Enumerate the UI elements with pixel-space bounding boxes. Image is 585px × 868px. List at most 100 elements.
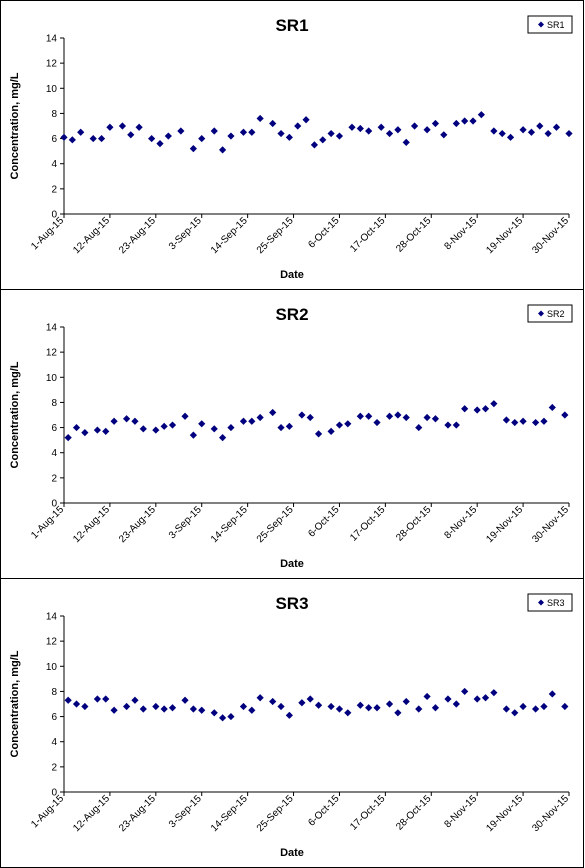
data-point <box>394 411 402 419</box>
x-tick-label: 17-Oct-15 <box>348 793 388 833</box>
y-tick-label: 6 <box>51 712 57 723</box>
x-tick-label: 25-Sep-15 <box>255 215 296 256</box>
data-point <box>452 700 460 708</box>
data-point <box>181 412 189 420</box>
data-point <box>277 702 285 711</box>
data-point <box>210 709 218 717</box>
x-tick-label: 14-Sep-15 <box>209 215 250 256</box>
x-tick-label: 19-Nov-15 <box>484 504 525 545</box>
data-point <box>548 690 556 698</box>
y-axis-title: Concentration, mg/L <box>9 72 21 179</box>
data-point <box>210 127 218 135</box>
legend-box <box>527 15 573 34</box>
data-point <box>348 123 356 131</box>
data-point <box>135 123 143 131</box>
data-point <box>365 704 373 712</box>
data-point <box>415 423 423 432</box>
data-point <box>469 117 477 125</box>
x-tick-label: 8-Nov-15 <box>442 215 479 252</box>
data-point <box>131 696 139 704</box>
data-point <box>189 431 197 439</box>
data-point <box>402 413 410 422</box>
data-point <box>89 134 97 143</box>
data-point <box>423 692 431 701</box>
x-tick-label: 1-Aug-15 <box>29 793 66 830</box>
y-tick-label: 6 <box>51 423 57 434</box>
y-tick-label: 14 <box>46 34 58 45</box>
y-tick-label: 12 <box>46 59 58 70</box>
data-point <box>60 133 68 141</box>
data-point <box>248 417 256 425</box>
data-point <box>511 418 519 427</box>
data-point <box>548 403 556 412</box>
data-point <box>473 695 481 703</box>
data-point <box>356 124 364 133</box>
y-tick-label: 4 <box>51 448 57 459</box>
data-point <box>139 705 147 713</box>
x-tick-label: 25-Sep-15 <box>255 793 296 834</box>
x-tick-label: 14-Sep-15 <box>209 504 250 545</box>
data-point <box>123 415 131 423</box>
legend-marker <box>538 310 544 317</box>
data-point <box>561 411 569 419</box>
data-point <box>285 711 293 719</box>
x-tick-label: 30-Nov-15 <box>530 793 571 834</box>
data-point <box>93 426 101 434</box>
data-point <box>139 425 147 433</box>
data-point <box>198 706 206 714</box>
data-point <box>536 122 544 130</box>
chart-title: SR2 <box>275 305 308 324</box>
chart-sr2: SR2 0 2 4 6 8 10 12 14 1-Aug-15 12-Aug-15 23-Aug-15… <box>9 304 573 570</box>
data-point <box>131 417 139 425</box>
data-point <box>269 697 277 706</box>
data-point <box>461 405 469 413</box>
data-point <box>544 129 552 138</box>
data-point <box>218 146 227 154</box>
data-point <box>511 709 519 717</box>
data-point <box>519 126 527 134</box>
data-point <box>294 122 302 130</box>
data-point <box>97 134 106 143</box>
data-point <box>327 129 335 138</box>
data-point <box>519 417 527 425</box>
y-tick-label: 8 <box>51 398 57 409</box>
data-point <box>72 423 81 432</box>
data-point <box>410 122 419 130</box>
data-point <box>527 128 536 136</box>
data-point <box>490 689 498 697</box>
data-point <box>189 705 197 713</box>
x-tick-label: 3-Sep-15 <box>167 504 204 541</box>
data-point <box>164 132 172 140</box>
data-point <box>561 702 569 711</box>
data-point <box>277 129 285 138</box>
y-tick-label: 10 <box>46 84 58 95</box>
data-point <box>394 709 402 717</box>
data-point <box>365 412 373 420</box>
x-tick-label: 12-Aug-15 <box>71 215 112 256</box>
data-point <box>532 418 540 427</box>
data-point <box>198 420 206 428</box>
data-point <box>198 134 206 143</box>
data-point <box>210 425 218 433</box>
y-tick-label: 8 <box>51 109 57 120</box>
data-point <box>431 415 440 423</box>
data-point <box>227 132 235 140</box>
x-tick-label: 6-Oct-15 <box>306 504 342 540</box>
data-point <box>248 128 256 136</box>
legend-marker <box>538 21 544 28</box>
data-point <box>160 705 168 713</box>
y-tick-label: 0 <box>51 210 57 221</box>
data-point <box>239 702 248 711</box>
data-point <box>256 413 264 422</box>
y-tick-label: 14 <box>46 323 58 334</box>
x-tick-label: 23-Aug-15 <box>117 793 158 834</box>
data-point <box>123 702 131 711</box>
data-point <box>106 123 114 131</box>
chart-panel-sr2: SR2 0 2 4 6 8 10 12 14 1-Aug-15 12-Aug-15 23-Aug-15… <box>0 289 584 579</box>
data-point <box>64 696 72 704</box>
y-tick-label: 10 <box>46 373 58 384</box>
data-point <box>285 422 293 430</box>
data-point <box>423 413 431 422</box>
data-point <box>431 704 440 712</box>
data-point <box>498 129 506 138</box>
